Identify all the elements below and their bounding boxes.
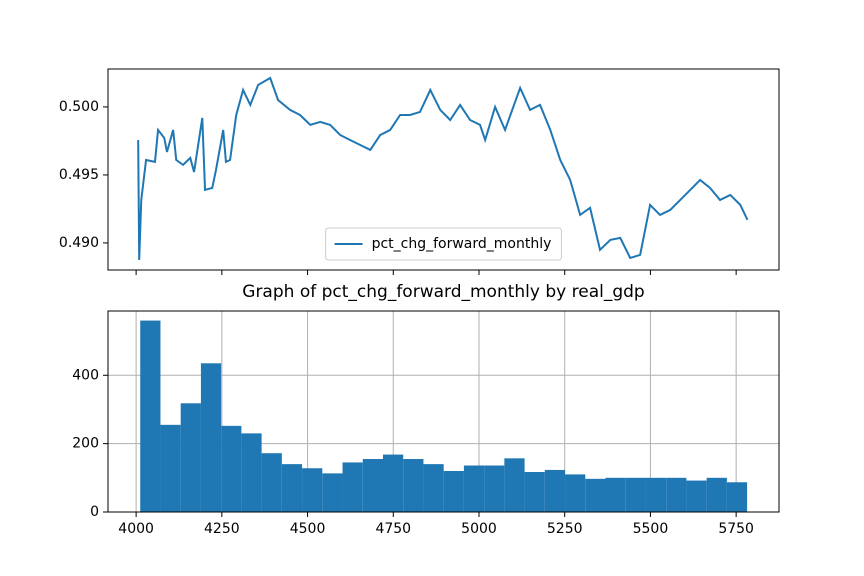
legend: pct_chg_forward_monthly <box>325 227 562 261</box>
legend-label: pct_chg_forward_monthly <box>372 236 552 252</box>
histogram-bar <box>504 458 525 512</box>
y-tick-label: 400 <box>72 367 99 383</box>
histogram-bar <box>261 453 282 512</box>
axes-frame <box>107 310 780 513</box>
x-tick-label: 4250 <box>204 521 240 537</box>
histogram-bar <box>342 462 363 512</box>
line-series <box>137 76 749 260</box>
y-tick-label: 0.490 <box>59 235 99 251</box>
histogram-bar <box>524 472 545 512</box>
histogram-bar <box>706 477 727 512</box>
histogram-bar <box>666 477 687 512</box>
y-tick-label: 200 <box>72 436 99 452</box>
histogram-bar <box>403 459 424 512</box>
histogram-bar <box>221 425 242 512</box>
x-tick-label: 4750 <box>375 521 411 537</box>
axes-frame <box>107 68 780 271</box>
x-tick-label: 4000 <box>118 521 154 537</box>
chart-title: Graph of pct_chg_forward_monthly by real… <box>242 282 644 302</box>
histogram-bar <box>423 464 444 512</box>
histogram-bar <box>302 468 323 512</box>
histogram-bar <box>180 403 201 512</box>
y-tick-label: 0.500 <box>59 99 99 115</box>
histogram-bar <box>160 424 181 512</box>
x-tick-label: 5250 <box>547 521 583 537</box>
histogram-bar <box>585 478 606 512</box>
x-tick-label: 5500 <box>633 521 669 537</box>
y-tick-label: 0.495 <box>59 167 99 183</box>
histogram-bar <box>241 433 262 512</box>
histogram-bar <box>625 477 646 512</box>
x-tick-label: 5750 <box>718 521 754 537</box>
histogram-bar <box>382 454 404 512</box>
axes: 0.490 0.495 0.500 pct_chg_forward_monthly <box>59 68 780 275</box>
histogram-bar <box>362 459 383 512</box>
y-tick-label: 0 <box>90 504 99 520</box>
legend-box <box>325 227 562 261</box>
histogram-bar <box>484 465 505 512</box>
histogram-bar <box>322 473 343 512</box>
histogram-bar <box>281 464 303 512</box>
histogram-bar <box>565 474 586 512</box>
histogram-bar <box>443 470 464 512</box>
histogram-bar <box>463 465 485 512</box>
x-tick-label: 5000 <box>461 521 497 537</box>
x-tick-label: 4500 <box>290 521 326 537</box>
histogram-bar <box>544 469 566 512</box>
histogram-bar <box>686 480 707 512</box>
histogram-bar <box>140 320 161 512</box>
histogram-bar <box>645 477 667 512</box>
axes: 4000 4250 4500 4750 5000 5250 5500 5750 0 200 400 G… <box>72 282 780 537</box>
histogram-bar <box>726 482 748 512</box>
histogram-bar <box>200 363 222 512</box>
histogram-bar <box>605 477 626 512</box>
